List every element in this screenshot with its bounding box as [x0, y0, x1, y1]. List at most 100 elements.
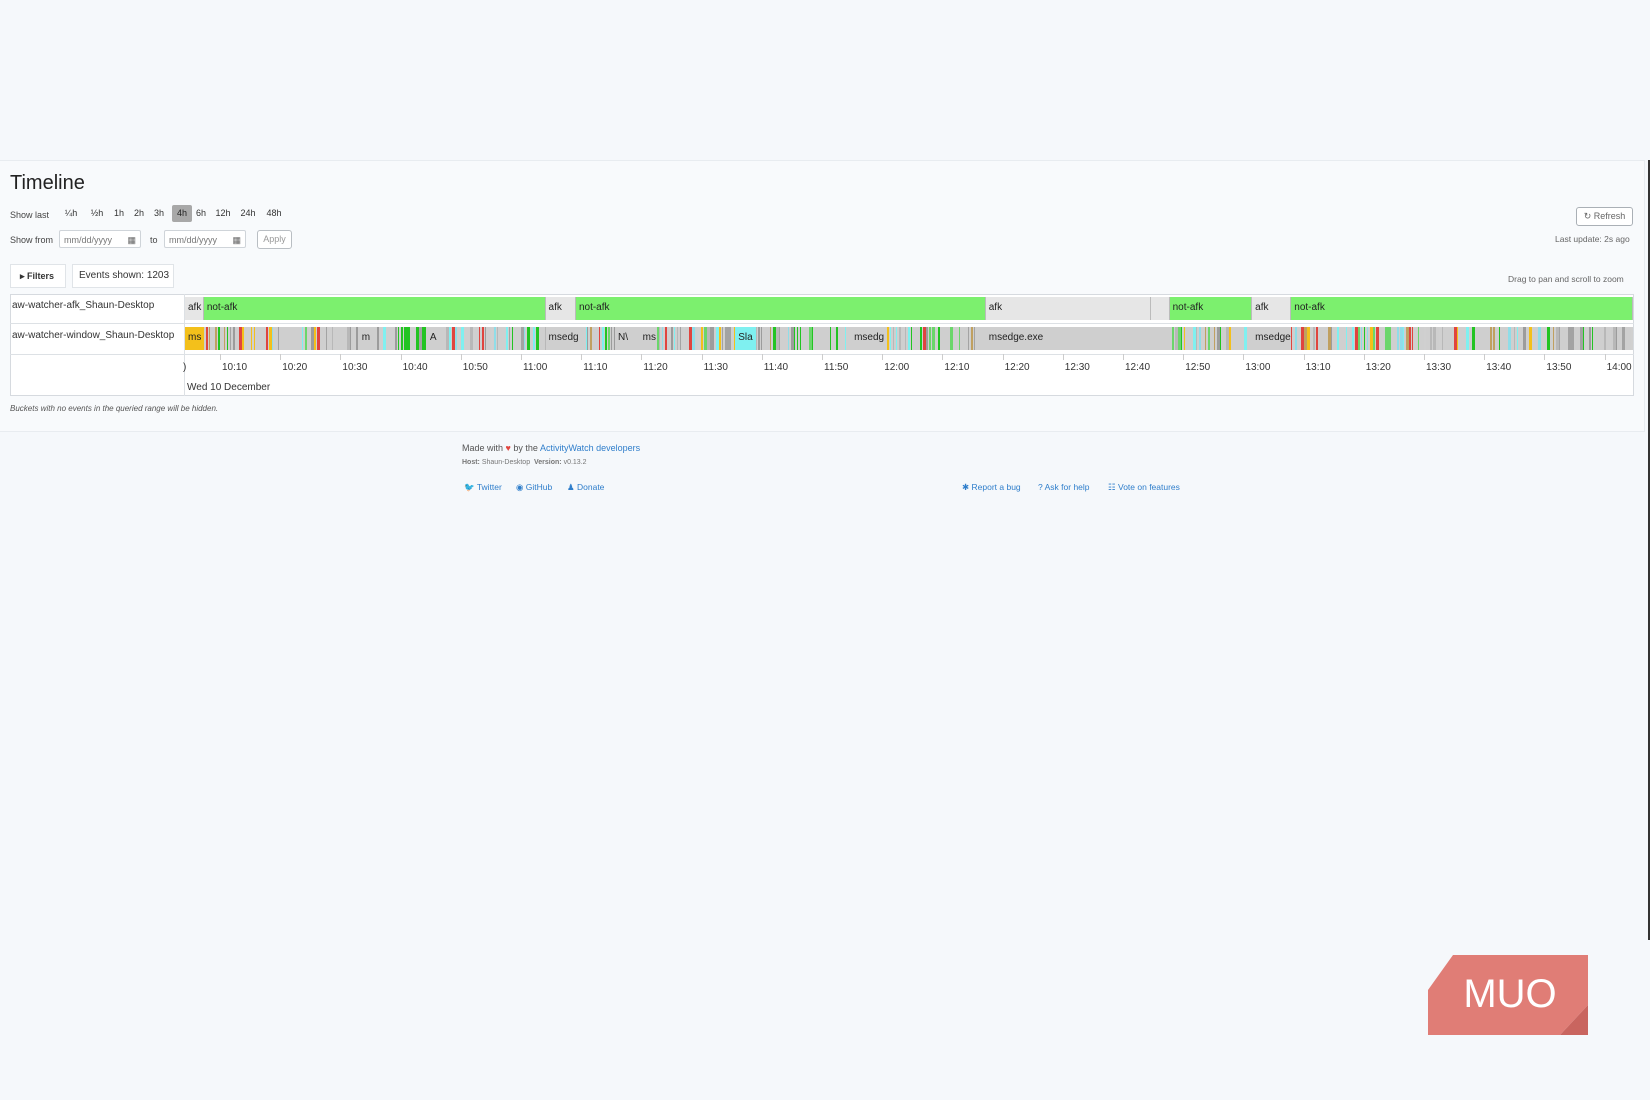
window-event-stripe[interactable]	[470, 327, 473, 350]
window-event-stripe[interactable]	[677, 327, 678, 350]
window-event-stripe[interactable]	[1313, 327, 1315, 350]
window-event-stripe[interactable]	[674, 327, 675, 350]
range-button[interactable]: ½h	[90, 208, 104, 218]
window-event-stripe[interactable]	[1592, 327, 1593, 350]
window-event-stripe[interactable]	[497, 327, 498, 350]
window-event-stripe[interactable]	[1199, 327, 1201, 350]
donate-link[interactable]: ♟ Donate	[567, 482, 604, 493]
window-event-stripe[interactable]	[1196, 327, 1197, 350]
window-event-stripe[interactable]	[305, 327, 307, 350]
window-event-stripe[interactable]	[1295, 327, 1297, 350]
window-event-stripe[interactable]	[347, 327, 350, 350]
window-event-stripe[interactable]	[461, 327, 464, 350]
window-event-stripe[interactable]	[977, 327, 978, 350]
window-event-stripe[interactable]	[524, 327, 525, 350]
window-event-stripe[interactable]	[455, 327, 457, 350]
window-event-stripe[interactable]	[407, 327, 410, 350]
window-event-stripe[interactable]	[755, 327, 757, 350]
window-event-stripe[interactable]	[266, 327, 268, 350]
window-event-stripe[interactable]	[959, 327, 960, 350]
window-event-stripe[interactable]	[422, 327, 425, 350]
window-event-stripe[interactable]	[452, 327, 455, 350]
window-event-stripe[interactable]	[1316, 327, 1318, 350]
window-segment[interactable]: N\	[615, 327, 631, 350]
window-segment[interactable]: ms	[639, 327, 658, 350]
window-event-stripe[interactable]	[314, 327, 316, 350]
window-event-stripe[interactable]	[923, 327, 926, 350]
window-event-stripe[interactable]	[239, 327, 242, 350]
window-event-stripe[interactable]	[728, 327, 731, 350]
window-event-stripe[interactable]	[1355, 327, 1358, 350]
window-event-stripe[interactable]	[809, 327, 812, 350]
window-event-stripe[interactable]	[1514, 327, 1515, 350]
window-event-stripe[interactable]	[887, 327, 889, 350]
window-event-stripe[interactable]	[227, 327, 228, 350]
window-event-stripe[interactable]	[395, 327, 397, 350]
refresh-button[interactable]: ↻ Refresh	[1576, 207, 1633, 226]
window-event-stripe[interactable]	[1178, 327, 1181, 350]
window-segment[interactable]: ms	[185, 327, 204, 350]
window-event-stripe[interactable]	[1583, 327, 1584, 350]
window-event-stripe[interactable]	[1586, 327, 1588, 350]
window-event-stripe[interactable]	[425, 327, 426, 350]
window-event-stripe[interactable]	[206, 327, 208, 350]
window-event-stripe[interactable]	[215, 327, 217, 350]
window-event-stripe[interactable]	[1406, 327, 1409, 350]
window-segment[interactable]: m	[358, 327, 377, 350]
window-event-stripe[interactable]	[302, 327, 303, 350]
window-event-stripe[interactable]	[845, 327, 846, 350]
window-event-stripe[interactable]	[701, 327, 703, 350]
window-event-stripe[interactable]	[611, 327, 612, 350]
window-event-stripe[interactable]	[1226, 327, 1229, 350]
window-event-stripe[interactable]	[920, 327, 922, 350]
window-event-stripe[interactable]	[536, 327, 539, 350]
window-event-stripe[interactable]	[272, 327, 273, 350]
window-event-stripe[interactable]	[1181, 327, 1182, 350]
window-event-stripe[interactable]	[356, 327, 358, 350]
window-event-stripe[interactable]	[1328, 327, 1331, 350]
window-event-stripe[interactable]	[932, 327, 935, 350]
window-event-stripe[interactable]	[698, 327, 700, 350]
window-event-stripe[interactable]	[278, 327, 279, 350]
window-event-stripe[interactable]	[482, 327, 484, 350]
apply-button[interactable]: Apply	[257, 230, 292, 249]
window-event-stripe[interactable]	[1397, 327, 1399, 350]
from-date-input[interactable]: mm/dd/yyyy ▦	[59, 230, 141, 248]
twitter-link[interactable]: 🐦 Twitter	[464, 482, 502, 493]
window-event-stripe[interactable]	[416, 327, 419, 350]
window-event-stripe[interactable]	[1175, 327, 1178, 350]
window-event-stripe[interactable]	[224, 327, 225, 350]
window-event-stripe[interactable]	[971, 327, 973, 350]
window-event-stripe[interactable]	[1631, 327, 1633, 350]
window-event-stripe[interactable]	[974, 327, 975, 350]
window-event-stripe[interactable]	[1193, 327, 1196, 350]
window-event-stripe[interactable]	[722, 327, 723, 350]
window-event-stripe[interactable]	[599, 327, 600, 350]
afk-segment[interactable]: afk	[545, 297, 576, 320]
window-event-stripe[interactable]	[1580, 327, 1583, 350]
window-event-stripe[interactable]	[1400, 327, 1403, 350]
window-event-stripe[interactable]	[1220, 327, 1221, 350]
window-segment[interactable]: Sla	[735, 327, 756, 350]
window-event-stripe[interactable]	[1229, 327, 1231, 350]
range-button[interactable]: ¼h	[64, 208, 78, 218]
window-event-stripe[interactable]	[719, 327, 721, 350]
window-event-stripe[interactable]	[1301, 327, 1304, 350]
window-event-stripe[interactable]	[1604, 327, 1606, 350]
window-event-stripe[interactable]	[659, 327, 660, 350]
window-event-stripe[interactable]	[1517, 327, 1518, 350]
window-event-stripe[interactable]	[1538, 327, 1541, 350]
window-event-stripe[interactable]	[1622, 327, 1625, 350]
window-event-stripe[interactable]	[1529, 327, 1532, 350]
window-event-stripe[interactable]	[317, 327, 320, 350]
window-event-stripe[interactable]	[398, 327, 399, 350]
window-event-stripe[interactable]	[770, 327, 771, 350]
window-event-stripe[interactable]	[473, 327, 475, 350]
window-event-stripe[interactable]	[665, 327, 667, 350]
afk-segment[interactable]: not-afk	[1291, 297, 1633, 320]
window-event-stripe[interactable]	[1490, 327, 1492, 350]
window-event-stripe[interactable]	[899, 327, 901, 350]
window-event-stripe[interactable]	[506, 327, 508, 350]
afk-segment[interactable]: not-afk	[203, 297, 546, 320]
window-event-stripe[interactable]	[1556, 327, 1559, 350]
